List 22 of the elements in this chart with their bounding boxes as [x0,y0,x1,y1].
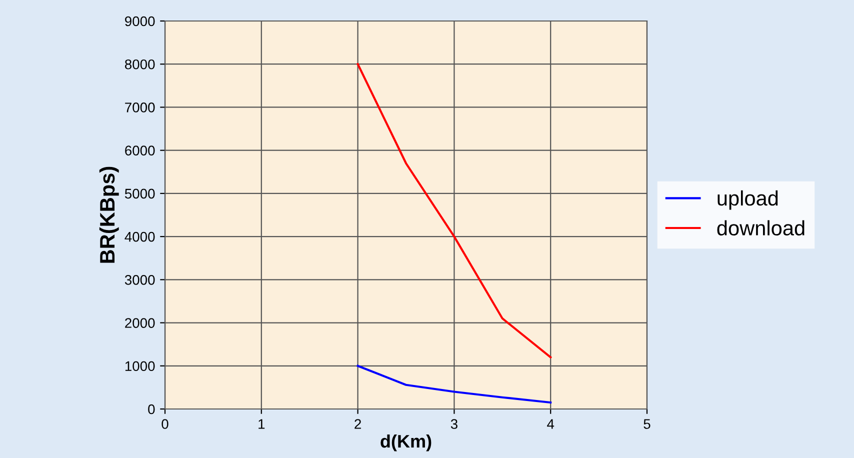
y-tick-label: 6000 [125,146,155,156]
y-tick-label: 9000 [125,16,155,26]
x-tick-label: 5 [644,419,650,429]
y-tick-label: 2000 [125,318,155,328]
line-series [356,364,552,404]
legend-label: upload [718,190,778,210]
x-tick-label: 3 [450,419,458,429]
line-series [356,63,552,358]
y-tick-label: 0 [148,404,155,414]
legend-label: download [717,220,804,236]
x-tick-label: 0 [162,419,168,429]
y-tick-label: 3000 [124,275,155,285]
x-tick-label: 4 [547,419,554,429]
y-tick-label: 4000 [124,232,155,242]
x-axis-title: d(Km) [380,434,432,452]
y-axis-title: BR(KBps) [99,166,119,263]
x-tick-label: 1 [258,419,265,429]
y-tick-label: 5000 [124,188,155,199]
y-tick-label: 1000 [125,361,155,372]
y-tick-label: 7000 [125,102,155,112]
x-tick-label: 2 [354,419,361,429]
y-tick-label: 8000 [124,59,155,70]
